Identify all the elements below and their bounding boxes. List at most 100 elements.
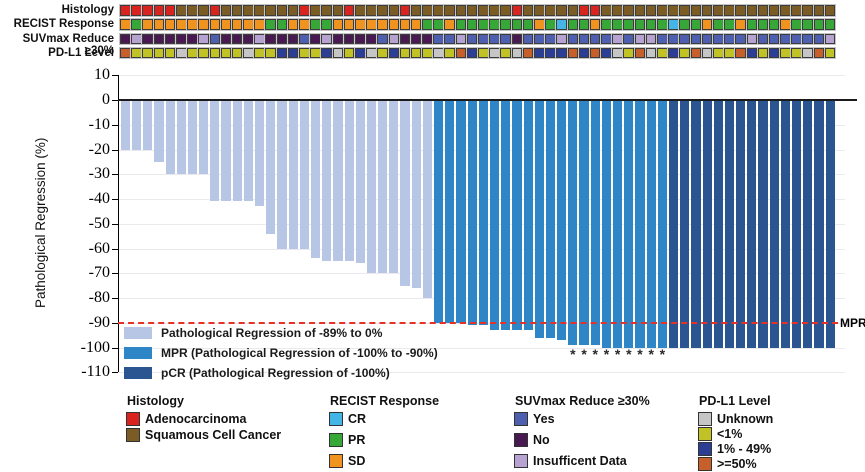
- waterfall-bar: [176, 100, 186, 175]
- annotation-square: [612, 33, 623, 45]
- annotation-square: [500, 47, 511, 59]
- legend-item-label: <1%: [717, 427, 743, 441]
- annotation-square: [209, 19, 221, 30]
- legend-swatch: [698, 427, 712, 441]
- asterisk-marker: *: [637, 346, 643, 362]
- annotation-square: [254, 19, 265, 30]
- annotation-square: [175, 33, 187, 45]
- annotation-square: [276, 47, 288, 59]
- legend-swatch: [698, 457, 712, 471]
- annotation-square: [757, 33, 769, 45]
- chart-legend-label: MPR (Pathological Regression of -100% to…: [161, 346, 438, 360]
- annotation-square: [466, 33, 478, 45]
- waterfall-bar: [512, 100, 522, 331]
- annotation-square: [410, 33, 422, 45]
- y-axis-line: [118, 75, 120, 372]
- annotation-square: [679, 19, 690, 30]
- waterfall-bar: [199, 100, 209, 175]
- annotation-square: [668, 33, 679, 45]
- annotation-square: [243, 5, 254, 16]
- waterfall-bar: [579, 100, 589, 346]
- y-axis-tick: [112, 347, 118, 349]
- annotation-square: [120, 5, 131, 16]
- annotation-square: [164, 47, 176, 59]
- annotation-square: [567, 5, 579, 16]
- annotation-square: [679, 5, 690, 16]
- y-axis-tick-label: -70: [88, 264, 110, 282]
- annotation-square: [533, 19, 545, 30]
- y-axis-tick: [112, 248, 118, 250]
- annotation-square: [254, 33, 265, 45]
- waterfall-bar: [680, 100, 690, 348]
- waterfall-bar: [411, 100, 421, 289]
- annotation-square: [265, 33, 277, 45]
- annotation-square: [164, 19, 176, 30]
- annotation-square: [187, 33, 198, 45]
- waterfall-bar: [333, 100, 343, 261]
- annotation-square: [310, 19, 321, 30]
- annotation-square: [489, 5, 500, 16]
- waterfall-bar: [557, 100, 567, 341]
- annotation-square: [601, 5, 612, 16]
- annotation-square: [366, 47, 377, 59]
- annotation-square: [578, 47, 590, 59]
- legend-swatch: [698, 412, 712, 426]
- legend-swatch: [329, 454, 343, 468]
- annotation-square: [153, 47, 165, 59]
- annotation-square: [824, 19, 836, 30]
- annotation-square: [735, 5, 746, 16]
- y-axis-tick-label: -30: [88, 165, 110, 183]
- waterfall-bar: [366, 100, 377, 274]
- annotation-square: [589, 5, 601, 16]
- annotation-square: [198, 19, 209, 30]
- y-axis-tick: [112, 223, 118, 225]
- waterfall-bar: [691, 100, 701, 348]
- annotation-square: [478, 19, 489, 30]
- annotation-square: [567, 33, 579, 45]
- y-axis-tick-label: -20: [88, 140, 110, 158]
- annotation-square: [433, 33, 444, 45]
- annotation-square: [768, 5, 780, 16]
- annotation-square: [321, 5, 332, 16]
- annotation-square: [824, 5, 836, 16]
- annotation-square: [399, 5, 411, 16]
- annotation-square: [444, 19, 456, 30]
- annotation-square: [500, 19, 511, 30]
- waterfall-bar: [221, 100, 231, 202]
- waterfall-bar: [232, 100, 242, 202]
- annotation-square: [131, 5, 142, 16]
- waterfall-bar: [456, 100, 466, 323]
- annotation-square: [533, 33, 545, 45]
- legend-swatch: [514, 433, 528, 447]
- annotation-square: [589, 19, 601, 30]
- annotation-square: [545, 5, 556, 16]
- annotation-square: [175, 5, 187, 16]
- annotation-square: [354, 33, 366, 45]
- annotation-square: [701, 33, 713, 45]
- waterfall-bar: [143, 100, 153, 150]
- annotation-square: [780, 33, 791, 45]
- legend-item-label: Unknown: [717, 412, 774, 426]
- annotation-square: [433, 19, 444, 30]
- waterfall-bar: [501, 100, 511, 331]
- y-axis-tick-label: -110: [81, 363, 110, 381]
- y-axis-tick: [112, 75, 118, 77]
- annotation-square: [265, 47, 277, 59]
- annotation-square: [153, 19, 165, 30]
- annotation-square: [142, 47, 153, 59]
- annotation-square: [657, 19, 668, 30]
- annotation-square: [343, 47, 355, 59]
- annotation-square: [120, 33, 131, 45]
- waterfall-bar: [758, 100, 768, 348]
- annotation-square: [712, 47, 724, 59]
- annotation-square: [466, 19, 478, 30]
- annotation-square: [220, 19, 232, 30]
- annotation-square: [724, 19, 735, 30]
- annotation-square: [120, 19, 131, 30]
- y-axis-tick: [112, 124, 118, 126]
- legend-swatch: [514, 454, 528, 468]
- asterisk-marker: *: [648, 346, 654, 362]
- waterfall-bar: [299, 100, 309, 249]
- waterfall-bar: [467, 100, 477, 326]
